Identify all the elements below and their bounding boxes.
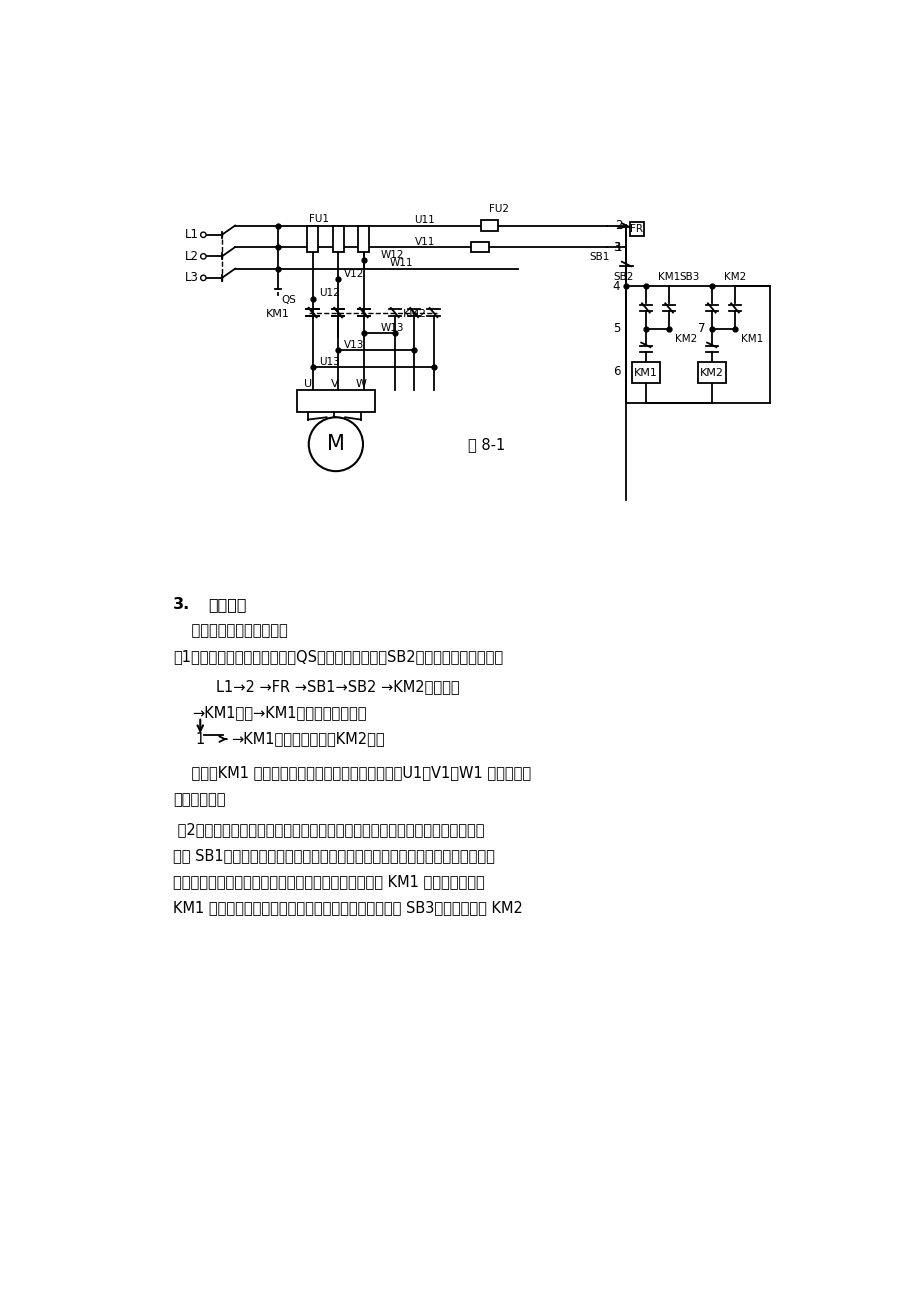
- Text: U: U: [303, 379, 312, 389]
- Text: 8: 8: [698, 362, 705, 375]
- Text: 2: 2: [614, 219, 621, 232]
- Text: W11: W11: [390, 258, 413, 268]
- Bar: [297, 391, 374, 411]
- Text: 3.: 3.: [173, 596, 190, 612]
- Text: 5: 5: [612, 322, 619, 335]
- Text: SB3: SB3: [678, 272, 698, 283]
- Text: 4: 4: [612, 280, 619, 293]
- Text: 3: 3: [612, 241, 619, 254]
- Text: 要这样操作呢？因为反转控制回路中串联了正转接触器 KM1 的常闭触头。当: 要这样操作呢？因为反转控制回路中串联了正转接触器 KM1 的常闭触头。当: [173, 874, 484, 889]
- Text: W13: W13: [380, 323, 403, 333]
- Bar: [481, 220, 497, 230]
- Text: V: V: [330, 379, 338, 389]
- Text: QS: QS: [281, 294, 296, 305]
- Text: 6: 6: [612, 366, 619, 379]
- Bar: [697, 362, 725, 383]
- Text: KM1: KM1: [633, 367, 657, 378]
- Bar: [333, 225, 344, 253]
- Text: FU1: FU1: [309, 215, 328, 224]
- Text: （2）反转控制：要使电动机改变转向（即由正转变为反转）时，应先按下停止: （2）反转控制：要使电动机改变转向（即由正转变为反转）时，应先按下停止: [173, 822, 484, 837]
- Text: 按钮 SB1，使正转控制电路断开，电动机停转，然后才能使电动机反转。为什么: 按钮 SB1，使正转控制电路断开，电动机停转，然后才能使电动机反转。为什么: [173, 848, 494, 863]
- Text: 控制线路的动作过程是：: 控制线路的动作过程是：: [173, 624, 288, 638]
- Text: （1）正转控制：合上电源开关QS，按正转起动按钮SB2，正转控制回路接通：: （1）正转控制：合上电源开关QS，按正转起动按钮SB2，正转控制回路接通：: [173, 650, 503, 664]
- Text: FU2: FU2: [488, 203, 508, 214]
- Text: SB2: SB2: [612, 272, 633, 283]
- Text: 接触器KM1 的线圈通电动作，主触头闭合，主电路U1、V1、W1 相序接通，: 接触器KM1 的线圈通电动作，主触头闭合，主电路U1、V1、W1 相序接通，: [173, 766, 530, 780]
- Text: U11: U11: [414, 215, 435, 225]
- Bar: [471, 242, 488, 253]
- Text: V11: V11: [414, 237, 435, 246]
- Text: U13: U13: [319, 357, 339, 367]
- Text: KM1: KM1: [657, 272, 679, 283]
- Text: →KM1常闭触头断开对KM2联锁: →KM1常闭触头断开对KM2联锁: [231, 732, 384, 746]
- Text: 实验过程: 实验过程: [208, 596, 246, 612]
- Text: 电动机正转。: 电动机正转。: [173, 792, 225, 807]
- Text: L1→2 →FR →SB1→SB2 →KM2常闭触头: L1→2 →FR →SB1→SB2 →KM2常闭触头: [216, 680, 459, 694]
- Text: KM2: KM2: [699, 367, 723, 378]
- Text: 7: 7: [698, 322, 705, 335]
- Text: V13: V13: [344, 340, 364, 350]
- Bar: [629, 221, 643, 236]
- Text: W12: W12: [380, 250, 403, 260]
- Text: KM2: KM2: [723, 272, 745, 283]
- Text: →KM1线圈→KM1常开触头闭合自锁: →KM1线圈→KM1常开触头闭合自锁: [192, 706, 367, 720]
- Circle shape: [200, 254, 206, 259]
- Bar: [307, 225, 318, 253]
- Circle shape: [200, 232, 206, 237]
- Text: L1: L1: [185, 228, 199, 241]
- Text: KM2: KM2: [675, 335, 697, 345]
- Text: L3: L3: [185, 271, 199, 284]
- Text: V12: V12: [344, 270, 364, 279]
- Text: U12: U12: [319, 288, 339, 298]
- Text: KM1: KM1: [266, 309, 289, 319]
- Text: 1: 1: [196, 732, 205, 746]
- Bar: [631, 362, 659, 383]
- Bar: [358, 225, 369, 253]
- Text: 1: 1: [614, 241, 621, 254]
- Circle shape: [200, 275, 206, 281]
- Text: KM1 通电工作时，它是断开的，若这时直接按反转按钮 SB3，反转接触器 KM2: KM1 通电工作时，它是断开的，若这时直接按反转按钮 SB3，反转接触器 KM2: [173, 900, 522, 915]
- Text: FR: FR: [630, 224, 642, 233]
- Text: SB1: SB1: [588, 253, 608, 262]
- Text: W: W: [355, 379, 366, 389]
- Circle shape: [309, 417, 363, 471]
- Text: KM1: KM1: [741, 335, 763, 345]
- Text: KM2: KM2: [403, 309, 426, 319]
- Text: M: M: [326, 435, 345, 454]
- Text: 图 8-1: 图 8-1: [468, 436, 505, 452]
- Text: L2: L2: [185, 250, 199, 263]
